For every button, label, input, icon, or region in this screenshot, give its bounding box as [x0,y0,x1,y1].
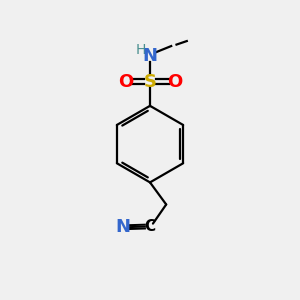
Text: C: C [144,219,156,234]
Text: H: H [136,44,146,58]
Text: N: N [116,218,130,236]
Text: O: O [118,73,133,91]
Text: S: S [143,73,157,91]
Text: N: N [142,47,158,65]
Text: O: O [167,73,182,91]
